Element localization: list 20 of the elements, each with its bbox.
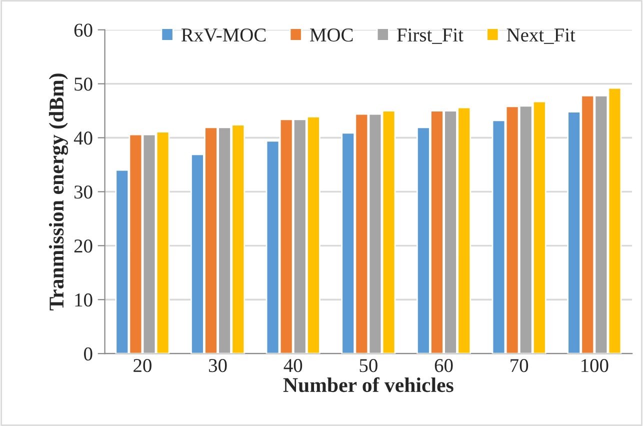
x-tick-label: 70	[510, 359, 528, 372]
legend-label: RxV-MOC	[181, 28, 266, 42]
x-tick-label: 60	[434, 359, 453, 372]
x-tick-label: 100	[582, 359, 608, 372]
legend-label: Next_Fit	[506, 28, 576, 44]
y-tick-label: 0	[84, 347, 92, 361]
y-tick-label: 30	[74, 186, 92, 199]
x-tick-label: 20	[134, 359, 152, 372]
y-tick-label: 10	[75, 293, 92, 307]
legend-label: First_Fit	[397, 28, 464, 44]
x-axis-title: Number of vehicles	[283, 377, 454, 392]
legend-label: MOC	[310, 28, 353, 42]
y-tick-label: 40	[74, 132, 92, 145]
x-tick-label: 30	[209, 359, 227, 372]
x-tick-label: 50	[360, 359, 378, 372]
y-axis-title: Tranmission energy (dBm)	[48, 74, 68, 310]
x-tick-label: 40	[284, 359, 302, 372]
y-tick-label: 60	[74, 24, 92, 37]
y-tick-label: 50	[74, 78, 92, 91]
y-tick-label: 20	[74, 239, 92, 253]
